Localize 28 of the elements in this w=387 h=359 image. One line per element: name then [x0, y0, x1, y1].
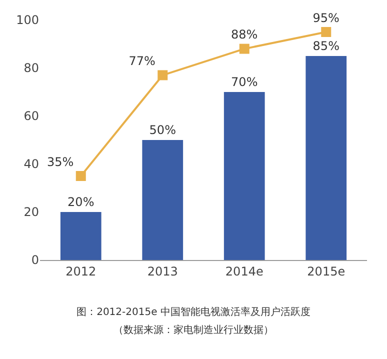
text: 图：2012-2015e 中国智能电视激活率及用户活跃度: [76, 306, 312, 320]
point: [76, 171, 86, 181]
y-tick-label: 80: [24, 61, 39, 76]
data-label: 50%: [149, 123, 176, 137]
bar: [224, 92, 265, 260]
data-label: 95%: [312, 10, 340, 25]
x-tick-label: 2015e: [307, 264, 346, 278]
bar: [60, 212, 102, 260]
y-tick-label: 20: [24, 205, 39, 220]
data-label: 85%: [312, 39, 340, 53]
data-label: 35%: [46, 154, 74, 169]
x-tick-label: 2014e: [225, 264, 264, 278]
bar: [306, 56, 347, 260]
point: [158, 70, 168, 80]
bar: [142, 140, 184, 260]
text: （数据来源：家电制造业行业数据）: [112, 324, 274, 338]
y-tick-label: 0: [31, 253, 39, 268]
data-label: 70%: [231, 75, 258, 89]
y-tick-label: 40: [24, 157, 39, 172]
y-tick-label: 100: [16, 13, 39, 28]
y-tick-label: 60: [24, 109, 39, 124]
point: [321, 27, 332, 37]
point: [239, 44, 250, 54]
x-tick-label: 2012: [66, 264, 96, 278]
data-label: 88%: [231, 28, 258, 42]
data-label: 77%: [128, 54, 156, 68]
data-label: 20%: [68, 195, 94, 209]
x-tick-label: 2013: [147, 264, 178, 278]
